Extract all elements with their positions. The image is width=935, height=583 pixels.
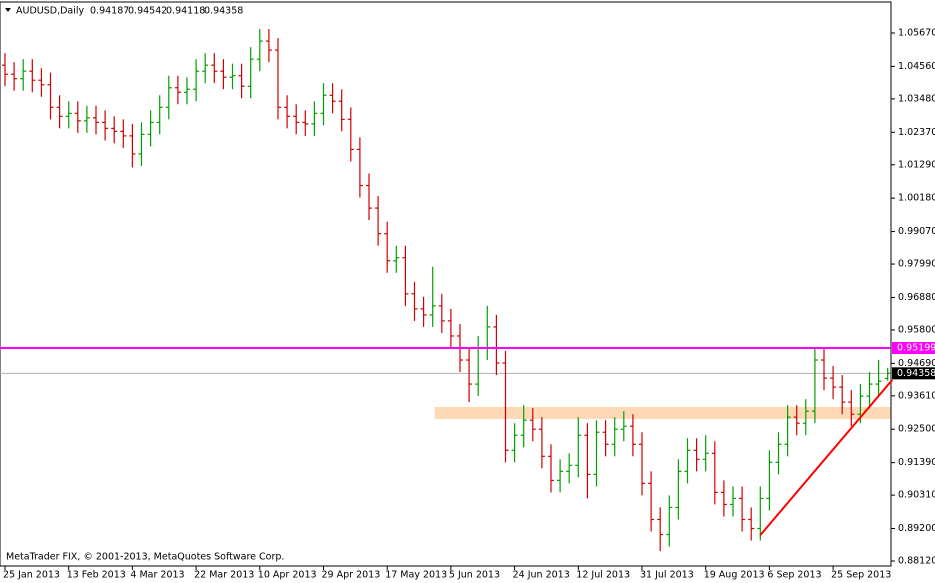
x-tick-label: 10 Apr 2013 <box>258 570 317 581</box>
ohlc-open: 0.94187 <box>90 6 129 17</box>
x-tick-label: 25 Sep 2013 <box>831 570 891 581</box>
y-tick-label: 1.00180 <box>898 193 935 204</box>
menu-arrow[interactable] <box>5 8 11 12</box>
y-tick-label: 1.01290 <box>898 159 935 170</box>
x-tick-label: 6 Sep 2013 <box>767 570 821 581</box>
copyright: MetaTrader FIX, © 2001-2013, MetaQuotes … <box>6 552 284 563</box>
y-tick-label: 0.91390 <box>898 457 935 468</box>
price-label: 0.94358 <box>897 368 935 379</box>
trend-line <box>759 379 894 536</box>
plot-frame <box>0 1 892 567</box>
x-tick-label: 5 Jun 2013 <box>449 570 500 581</box>
y-tick-label: 0.88120 <box>898 556 935 567</box>
y-tick-label: 1.03480 <box>898 93 935 104</box>
y-tick-label: 0.95800 <box>898 324 935 335</box>
x-tick-label: 25 Jan 2013 <box>3 570 60 581</box>
x-tick-label: 31 Jul 2013 <box>640 570 694 581</box>
price-label-box <box>892 367 935 380</box>
y-tick-label: 0.96880 <box>898 292 935 303</box>
y-tick-label: 1.05670 <box>898 27 935 38</box>
ohlc-close: 0.94358 <box>204 6 243 17</box>
y-tick-label: 0.89200 <box>898 523 935 534</box>
y-tick-label: 0.94690 <box>898 358 935 369</box>
y-tick-label: 0.90310 <box>898 490 935 501</box>
y-tick-label: 0.97990 <box>898 259 935 270</box>
x-tick-label: 4 Mar 2013 <box>130 570 184 581</box>
ohlc-low: 0.94118 <box>166 6 205 17</box>
x-tick-label: 12 Jul 2013 <box>576 570 630 581</box>
y-tick-label: 1.02370 <box>898 127 935 138</box>
support-zone <box>434 406 891 419</box>
x-tick-label: 29 Apr 2013 <box>322 570 381 581</box>
x-tick-label: 13 Feb 2013 <box>67 570 126 581</box>
y-tick-label: 1.04560 <box>898 61 935 72</box>
y-tick-label: 0.92500 <box>898 424 935 435</box>
x-tick-label: 24 Jun 2013 <box>513 570 570 581</box>
x-tick-label: 19 Aug 2013 <box>704 570 765 581</box>
ohlc-high: 0.94542 <box>128 6 167 17</box>
level-label: 0.95199 <box>897 343 935 354</box>
level-label-box <box>892 342 935 355</box>
x-tick-label: 17 May 2013 <box>385 570 447 581</box>
y-tick-label: 0.93610 <box>898 390 935 401</box>
y-tick-label: 0.99070 <box>898 226 935 237</box>
x-tick-label: 22 Mar 2013 <box>194 570 254 581</box>
symbol: AUDUSD,Daily <box>16 6 85 17</box>
